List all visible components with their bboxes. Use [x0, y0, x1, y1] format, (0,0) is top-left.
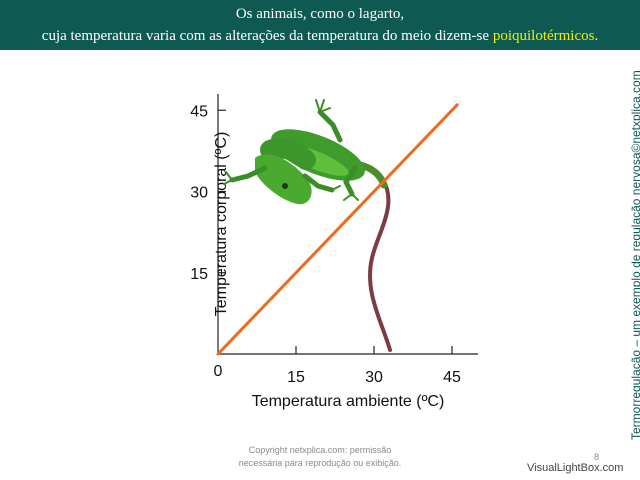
- y-axis-label: Temperatura corporal (ºC): [213, 132, 230, 317]
- origin-label: 0: [214, 363, 223, 380]
- series-line-1: [216, 103, 459, 356]
- x-axis-label: Temperatura ambiente (ºC): [252, 393, 445, 410]
- x-tick-label: 45: [443, 369, 461, 386]
- lizard-front-leg-right: [302, 173, 335, 193]
- lizard-eye: [282, 183, 288, 189]
- lizard-front-leg-left: [229, 165, 268, 183]
- lizard-head: [255, 154, 312, 205]
- lizard-illustration: [223, 99, 392, 352]
- x-tick-label: 15: [287, 369, 305, 386]
- chart-axes: 15 30 45 15 30 45 0 Temperatura ambiente (ºC) Te…: [190, 94, 478, 410]
- copyright-line-2: necessária para reprodução ou exibição.: [238, 458, 402, 468]
- copyright-line-1: Copyright netxplica.com: permissão: [248, 445, 392, 455]
- highlight-term: poiquilotérmicos: [492, 28, 595, 44]
- title-line-2-text: cuja temperatura varia com as alterações…: [41, 28, 493, 44]
- chart-series: [216, 103, 459, 356]
- page-number: 8: [594, 452, 600, 462]
- copyright-notice: Copyright netxplica.com: permissão neces…: [210, 444, 430, 470]
- lizard-hind-leg-left: [317, 109, 343, 143]
- watermark-text: VisualLightBox.com: [527, 462, 624, 474]
- title-line-2: cuja temperatura varia com as alterações…: [0, 28, 640, 45]
- lizard-tail: [368, 178, 392, 352]
- title-banner: Os animais, como o lagarto, cuja tempera…: [0, 0, 640, 50]
- title-line-1: Os animais, como o lagarto,: [235, 6, 405, 22]
- lizard-neck: [260, 138, 316, 170]
- y-tick-label: 15: [190, 266, 208, 283]
- title-line-2-suffix: .: [594, 28, 599, 44]
- lizard-hind-leg-right: [343, 165, 358, 197]
- x-tick-label: 30: [365, 369, 383, 386]
- y-tick-label: 30: [190, 185, 208, 202]
- lizard-toes: [223, 99, 359, 201]
- y-tick-label: 45: [190, 103, 208, 120]
